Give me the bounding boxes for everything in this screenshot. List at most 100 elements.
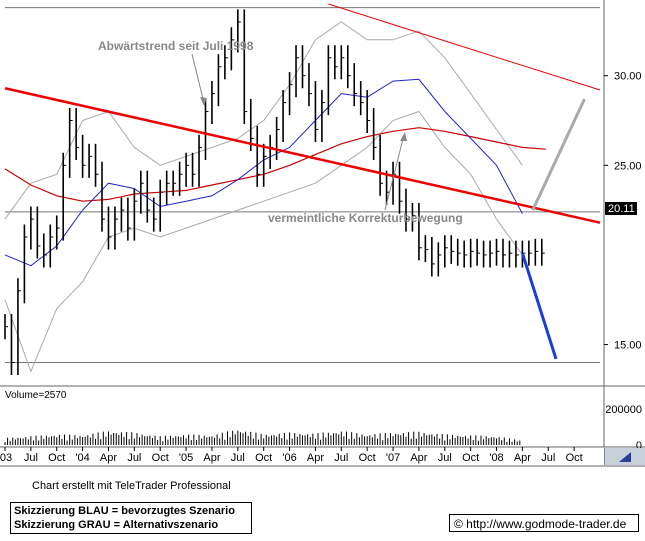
price-bar (17, 278, 21, 376)
price-bar (243, 9, 248, 125)
price-bar (55, 215, 60, 250)
price-bar (508, 240, 513, 268)
x-tick-label: Oct (462, 452, 479, 464)
price-bar (295, 45, 300, 98)
annotation-downtrend-arrow (191, 53, 205, 104)
price-bar (334, 45, 338, 80)
bollinger-upper-line (4, 21, 523, 220)
price-bar (379, 134, 384, 196)
x-tick-label: Apr (307, 452, 324, 464)
price-bar (101, 161, 106, 232)
annotation-correction-arrowhead (400, 132, 407, 141)
price-bar (346, 45, 351, 89)
price-bar (178, 161, 183, 196)
price-bar (450, 235, 455, 264)
price-bar (437, 242, 442, 277)
price-bar (43, 233, 47, 268)
arrow-icon (619, 452, 631, 462)
price-tick-label: 15.00 (614, 340, 642, 352)
last-price-badge: 20.11 (605, 202, 637, 215)
price-bar (4, 314, 8, 340)
price-bar (146, 170, 151, 223)
price-bar (75, 107, 80, 160)
price-bar (540, 238, 545, 266)
price-bar (191, 152, 196, 187)
price-bar (88, 143, 93, 178)
price-bar (482, 240, 487, 268)
price-bar (224, 45, 228, 80)
x-tick-label: Jul (541, 452, 555, 464)
price-bar (476, 238, 481, 266)
x-tick-label: Oct (566, 452, 583, 464)
price-bar (288, 72, 293, 116)
price-bar (165, 170, 170, 205)
price-bar (463, 240, 468, 268)
trendline-downtrend (4, 87, 601, 224)
price-bar (275, 116, 280, 160)
price-tick-label: 25.00 (614, 160, 642, 172)
scenario-blau-line (520, 252, 558, 360)
x-tick-label: Apr (514, 452, 531, 464)
price-bar (528, 240, 532, 266)
price-bar (534, 238, 539, 266)
x-tick-label: '03 (0, 452, 12, 464)
price-bar (152, 197, 157, 232)
legend-blue: Skizzierung BLAU = bevorzugtes Szenario (14, 505, 235, 517)
volume-tick-label: 0 (636, 440, 642, 452)
x-tick-label: Apr (410, 452, 427, 464)
x-tick-label: Oct (359, 452, 376, 464)
chart-credit: Chart erstellt mit TeleTrader Profession… (32, 480, 231, 492)
x-tick-label: Oct (255, 452, 272, 464)
annotation-downtrend-arrowhead (200, 97, 207, 106)
price-bar (249, 99, 254, 151)
price-bar (353, 63, 358, 107)
price-bar (68, 107, 73, 178)
price-bar (114, 206, 118, 250)
scroll-corner-button[interactable] (604, 448, 645, 465)
scenario-grau-line (531, 98, 586, 211)
scenario-legend: Skizzierung BLAU = bevorzugtes Szenario … (10, 502, 252, 534)
x-tick-label: Jul (231, 452, 245, 464)
price-bar (456, 238, 461, 266)
x-tick-label: Oct (152, 452, 169, 464)
price-bar (30, 206, 34, 250)
annotation-correction-arrow (384, 134, 405, 211)
price-bar (469, 238, 474, 268)
price-bar (308, 63, 312, 107)
price-bar (185, 152, 190, 187)
price-bar (398, 161, 403, 214)
price-bar (321, 90, 325, 143)
price-bar (62, 152, 67, 241)
price-bar (411, 202, 416, 232)
price-bar (282, 90, 287, 143)
price-bar (204, 99, 209, 160)
price-bar (372, 107, 377, 160)
x-tick-label: '04 (75, 452, 89, 464)
price-bar (133, 188, 138, 241)
trendline-upper-channel (328, 3, 601, 91)
price-bar (211, 81, 215, 125)
ma-long-line (4, 127, 546, 202)
x-tick-label: '08 (489, 452, 503, 464)
price-bar (359, 81, 364, 116)
price-bar (256, 125, 261, 187)
price-tick-label: 30.00 (614, 71, 642, 83)
price-bar (107, 206, 112, 250)
price-bar (502, 238, 506, 268)
x-tick-label: Jul (24, 452, 38, 464)
x-tick-label: Jul (438, 452, 452, 464)
price-bar (301, 45, 306, 89)
legend-grey: Skizzierung GRAU = Alternativszenario (14, 519, 219, 531)
x-tick-label: Oct (48, 452, 65, 464)
price-bar (36, 206, 41, 259)
price-bar (23, 224, 28, 304)
x-tick-label: Apr (100, 452, 117, 464)
price-bar (94, 143, 99, 187)
source-url[interactable]: © http://www.godmode-trader.de (449, 514, 639, 532)
price-bar (237, 9, 241, 53)
price-bar (443, 235, 448, 268)
price-bar (140, 170, 144, 214)
price-bar (314, 81, 319, 143)
volume-tick-label: 200000 (605, 404, 642, 416)
